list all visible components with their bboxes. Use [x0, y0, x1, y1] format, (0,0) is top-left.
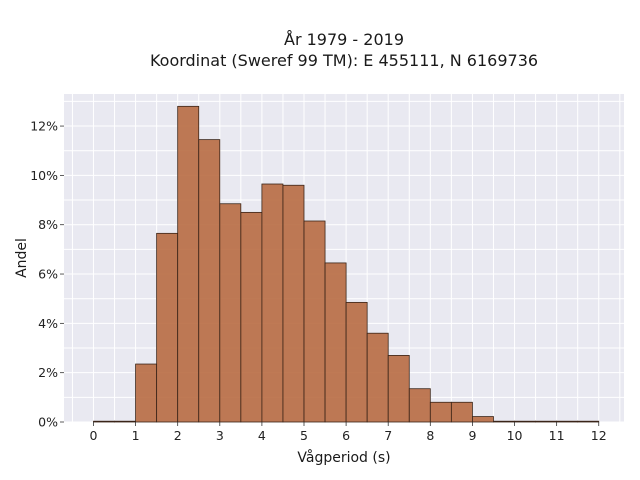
histogram-bar: [198, 139, 221, 423]
x-tick-label: 5: [300, 428, 308, 443]
x-tick-label: 9: [468, 428, 476, 443]
histogram-bar: [156, 232, 179, 423]
chart-title-line-2: Koordinat (Sweref 99 TM): E 455111, N 61…: [150, 51, 538, 70]
chart-title-line-1: År 1979 - 2019: [284, 30, 404, 49]
histogram-bar: [177, 105, 200, 423]
y-tick-label: 10%: [30, 168, 58, 183]
x-tick-label: 8: [426, 428, 434, 443]
histogram-bar: [261, 183, 284, 423]
histogram-bar: [514, 420, 536, 423]
histogram-bar: [114, 420, 136, 423]
histogram-bar: [493, 420, 515, 423]
histogram-bar: [324, 262, 347, 423]
histogram-bar: [303, 220, 326, 423]
x-tick-label: 2: [174, 428, 182, 443]
bars: [93, 105, 600, 423]
histogram-bar: [282, 184, 305, 423]
histogram-bar: [577, 420, 600, 423]
x-tick-label: 12: [591, 428, 607, 443]
x-tick-label: 11: [549, 428, 565, 443]
histogram-bar: [135, 363, 158, 423]
x-tick-label: 1: [132, 428, 140, 443]
histogram-bar: [345, 301, 368, 423]
histogram-bar: [240, 211, 263, 423]
tick-labels: 0 1 2 3 4 5 6 7 8 9 10 11 120%2%4%6%8%10%12%: [30, 119, 606, 443]
y-axis-label: Andel: [14, 238, 30, 278]
y-tick-label: 4%: [38, 316, 58, 331]
histogram-bar: [219, 203, 242, 423]
histogram-bar: [472, 416, 494, 423]
x-axis-label: Vågperiod (s): [297, 449, 390, 466]
histogram-bar: [535, 420, 558, 423]
x-tick-label: 4: [258, 428, 266, 443]
x-tick-label: 10: [507, 428, 523, 443]
x-tick-label: 3: [216, 428, 224, 443]
y-tick-label: 0%: [38, 415, 58, 430]
histogram-bar: [450, 401, 473, 423]
y-tick-label: 12%: [30, 119, 58, 134]
histogram-bar: [366, 332, 389, 423]
x-tick-label: 0: [89, 428, 97, 443]
y-tick-label: 2%: [38, 365, 58, 380]
x-tick-label: 6: [342, 428, 350, 443]
x-tick-label: 7: [384, 428, 392, 443]
histogram-bar: [93, 420, 115, 423]
y-tick-label: 6%: [38, 267, 58, 282]
histogram-bar: [387, 355, 410, 423]
histogram-bar: [408, 388, 431, 423]
y-tick-label: 8%: [38, 217, 58, 232]
histogram-bar: [556, 420, 579, 423]
histogram-bar: [429, 401, 452, 423]
